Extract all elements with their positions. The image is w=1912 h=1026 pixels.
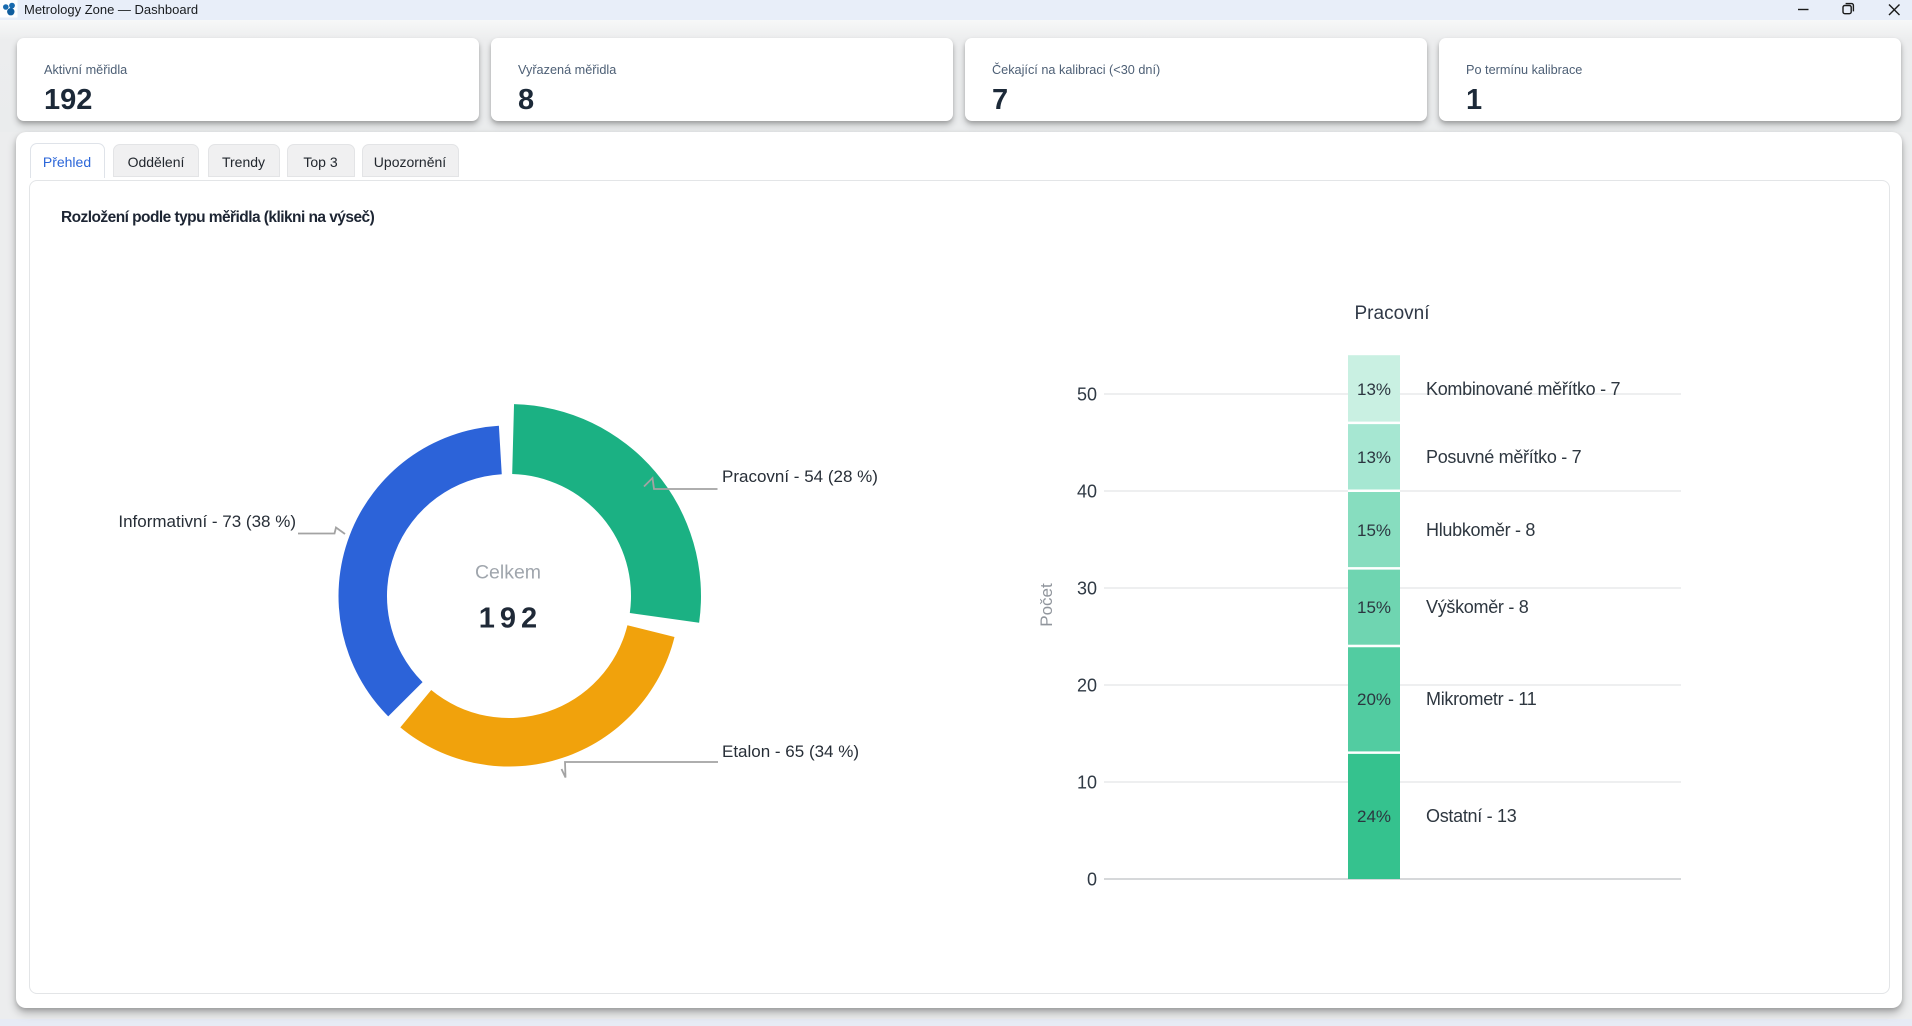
- svg-text:Hlubkoměr - 8: Hlubkoměr - 8: [1426, 520, 1535, 540]
- svg-text:Posuvné měřítko - 7: Posuvné měřítko - 7: [1426, 447, 1582, 467]
- svg-text:Mikrometr - 11: Mikrometr - 11: [1426, 689, 1537, 709]
- svg-text:Pracovní: Pracovní: [1355, 303, 1431, 324]
- svg-text:Celkem: Celkem: [475, 562, 541, 584]
- svg-text:Počet: Počet: [1037, 583, 1056, 627]
- svg-text:13%: 13%: [1357, 448, 1391, 467]
- svg-text:10: 10: [1077, 773, 1097, 793]
- svg-text:50: 50: [1077, 385, 1097, 405]
- svg-text:15%: 15%: [1357, 521, 1391, 540]
- svg-text:15%: 15%: [1357, 598, 1391, 617]
- svg-text:Etalon - 65 (34 %): Etalon - 65 (34 %): [722, 742, 859, 761]
- svg-text:20%: 20%: [1357, 690, 1391, 709]
- svg-text:Výškoměr - 8: Výškoměr - 8: [1426, 597, 1529, 617]
- svg-text:20: 20: [1077, 676, 1097, 696]
- svg-text:Ostatní - 13: Ostatní - 13: [1426, 806, 1517, 826]
- svg-text:40: 40: [1077, 482, 1097, 502]
- svg-text:30: 30: [1077, 579, 1097, 599]
- svg-text:Informativní - 73 (38 %): Informativní - 73 (38 %): [118, 512, 296, 531]
- svg-text:24%: 24%: [1357, 807, 1391, 826]
- svg-text:0: 0: [1087, 870, 1097, 890]
- svg-text:Kombinované měřítko - 7: Kombinované měřítko - 7: [1426, 379, 1620, 399]
- svg-text:Pracovní - 54 (28 %): Pracovní - 54 (28 %): [722, 467, 878, 486]
- svg-text:13%: 13%: [1357, 380, 1391, 399]
- svg-text:192: 192: [479, 603, 542, 635]
